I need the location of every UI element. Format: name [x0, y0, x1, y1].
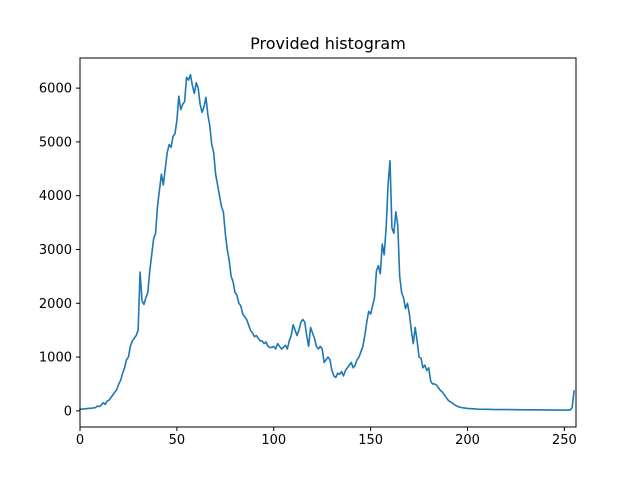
y-tick-label: 1000: [39, 351, 72, 366]
y-tick-label: 2000: [39, 297, 72, 312]
x-tick-label: 100: [261, 433, 286, 448]
y-tick-label: 6000: [39, 82, 72, 97]
series-line: [79, 73, 575, 411]
chart-title: Provided histogram: [250, 34, 406, 53]
axes-frame: [79, 57, 577, 428]
plot-area: [79, 73, 575, 411]
x-tick-label: 50: [169, 433, 186, 448]
x-tick-label: 250: [552, 433, 577, 448]
y-tick-label: 5000: [39, 135, 72, 150]
y-tick-label: 4000: [39, 189, 72, 204]
axis-ticks: 0 50 100 150 200 250 0 1000 2000 3000 4000 5000 6000: [39, 82, 577, 448]
x-tick-label: 200: [455, 433, 480, 448]
y-tick-label: 0: [64, 404, 72, 419]
y-tick-label: 3000: [39, 243, 72, 258]
x-tick-label: 0: [76, 433, 84, 448]
x-tick-label: 150: [358, 433, 383, 448]
